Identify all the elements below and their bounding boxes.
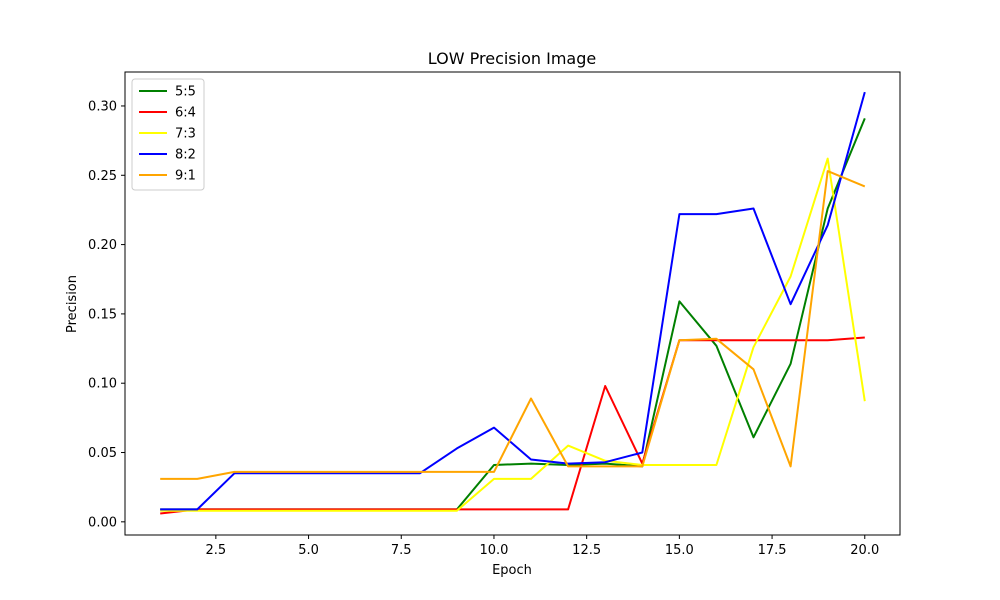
series-layer (160, 91, 866, 515)
legend-frame (131, 78, 205, 191)
x-tick-label: 15.0 (665, 543, 694, 558)
series-line-4 (160, 91, 866, 511)
y-tick-label: 0.00 (88, 515, 117, 530)
x-tick-label: 20.0 (850, 543, 879, 558)
x-tick-label: 7.5 (391, 543, 412, 558)
y-tick-label: 0.30 (88, 99, 117, 114)
legend-label: 6:4 (175, 106, 196, 121)
legend: 5:5 6:4 7:3 8:2 9:1 (131, 78, 205, 191)
legend-label: 5:5 (175, 85, 196, 100)
legend-label: 9:1 (175, 169, 196, 184)
series-line-5 (160, 170, 866, 480)
x-tick-label: 2.5 (206, 543, 227, 558)
x-tick-label: 5.0 (298, 543, 319, 558)
chart-title: LOW Precision Image (428, 49, 596, 68)
x-axis-ticks: 2.5 5.0 7.5 10.0 12.5 15.0 17.5 20.0 (206, 535, 879, 558)
x-tick-label: 12.5 (572, 543, 601, 558)
series-line-1 (160, 118, 866, 511)
y-tick-label: 0.10 (88, 377, 117, 392)
y-tick-label: 0.20 (88, 238, 117, 253)
y-tick-label: 0.15 (88, 307, 117, 322)
y-axis-ticks: 0.00 0.05 0.10 0.15 0.20 0.25 0.30 (88, 99, 125, 530)
legend-label: 8:2 (175, 148, 196, 163)
x-tick-label: 10.0 (479, 543, 508, 558)
series-line-2 (160, 336, 865, 515)
x-tick-label: 17.5 (758, 543, 787, 558)
legend-label: 7:3 (175, 127, 196, 142)
series-line-3 (160, 157, 866, 512)
y-axis-label: Precision (65, 275, 80, 333)
y-tick-label: 0.05 (88, 446, 117, 461)
x-axis-label: Epoch (492, 563, 532, 578)
plot-area-frame (124, 71, 901, 536)
y-tick-label: 0.25 (88, 169, 117, 184)
